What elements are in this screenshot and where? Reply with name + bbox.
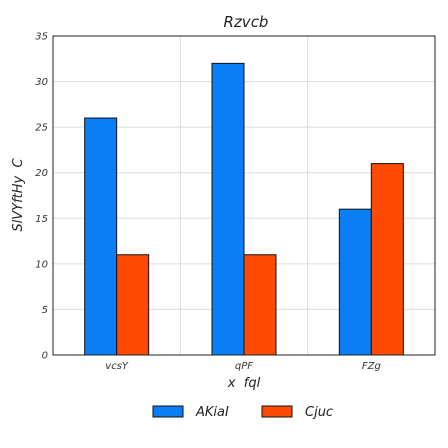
legend-swatch-cjuc xyxy=(262,406,292,417)
x-tick-label: FZg xyxy=(362,361,381,372)
bar-cjuc-fzg xyxy=(371,164,403,355)
bar-akiai-vcsy xyxy=(85,118,117,355)
y-axis-label: SlVYftHy C xyxy=(11,157,26,231)
y-axis-ticks: 0 5 10 15 20 25 30 35 xyxy=(35,32,48,362)
y-tick-label: 5 xyxy=(42,305,48,316)
y-tick-label: 30 xyxy=(35,77,48,88)
bar-akiai-fzg xyxy=(339,209,371,355)
x-tick-label: vcsY xyxy=(105,361,129,372)
y-tick-label: 25 xyxy=(35,123,48,134)
chart-title: Rzvcb xyxy=(224,13,269,31)
bars xyxy=(85,63,404,355)
bar-cjuc-qpf xyxy=(244,255,276,355)
x-tick-label: qPF xyxy=(235,361,253,372)
x-axis-ticks: vcsY qPF FZg xyxy=(105,361,381,372)
bar-akiai-qpf xyxy=(212,63,244,355)
x-axis-label: x fql xyxy=(227,376,261,391)
y-tick-label: 15 xyxy=(35,214,48,225)
bar-cjuc-vcsy xyxy=(117,255,149,355)
y-tick-label: 10 xyxy=(35,259,48,270)
legend: AKiaI Cjuc xyxy=(153,405,333,420)
y-tick-label: 0 xyxy=(42,351,48,362)
legend-label-akiai: AKiaI xyxy=(195,405,229,420)
legend-swatch-akiai xyxy=(153,406,183,417)
y-tick-label: 20 xyxy=(35,168,48,179)
legend-label-cjuc: Cjuc xyxy=(305,405,333,420)
y-tick-label: 35 xyxy=(35,32,48,43)
